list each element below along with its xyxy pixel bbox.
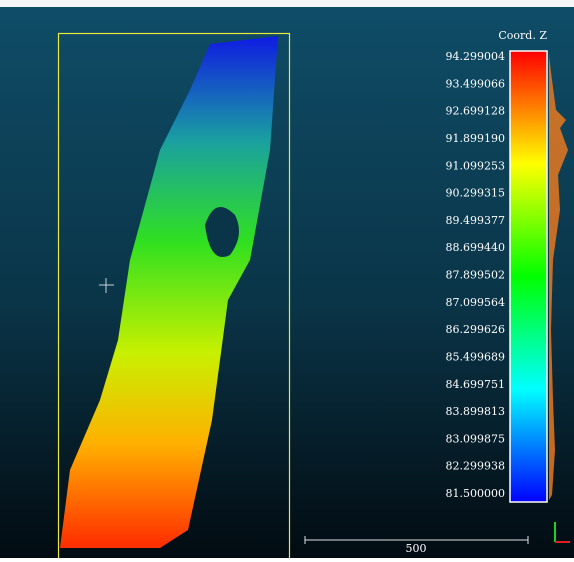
scale-label: 90.299315 xyxy=(446,187,506,200)
scale-labels: 94.299004 93.499066 92.699128 91.899190 91.0… xyxy=(446,50,506,500)
3d-view: Coord. Z 94.299004 93.499066 92.699128 91.8… xyxy=(0,0,574,558)
scale-label: 88.699440 xyxy=(446,241,506,254)
scale-label: 91.899190 xyxy=(446,132,506,145)
scale-label: 81.500000 xyxy=(446,487,506,500)
color-bar xyxy=(510,51,547,502)
top-strip xyxy=(0,0,574,7)
scale-label: 89.499377 xyxy=(446,214,506,227)
scale-label: 85.499689 xyxy=(446,350,506,363)
scale-label: 83.099875 xyxy=(446,432,506,445)
scale-label: 91.099253 xyxy=(446,159,506,172)
scale-label: 87.099564 xyxy=(446,296,506,309)
scale-label: 84.699751 xyxy=(446,378,506,391)
scale-bar-label: 500 xyxy=(406,542,427,555)
scale-label: 94.299004 xyxy=(446,50,506,63)
scale-label: 82.299938 xyxy=(446,460,506,473)
scale-title: Coord. Z xyxy=(498,29,547,42)
scale-label: 93.499066 xyxy=(446,77,506,90)
scale-label: 87.899502 xyxy=(446,269,506,282)
scale-label: 86.299626 xyxy=(446,323,506,336)
scale-label: 92.699128 xyxy=(446,105,506,118)
scale-label: 83.899813 xyxy=(446,405,506,418)
